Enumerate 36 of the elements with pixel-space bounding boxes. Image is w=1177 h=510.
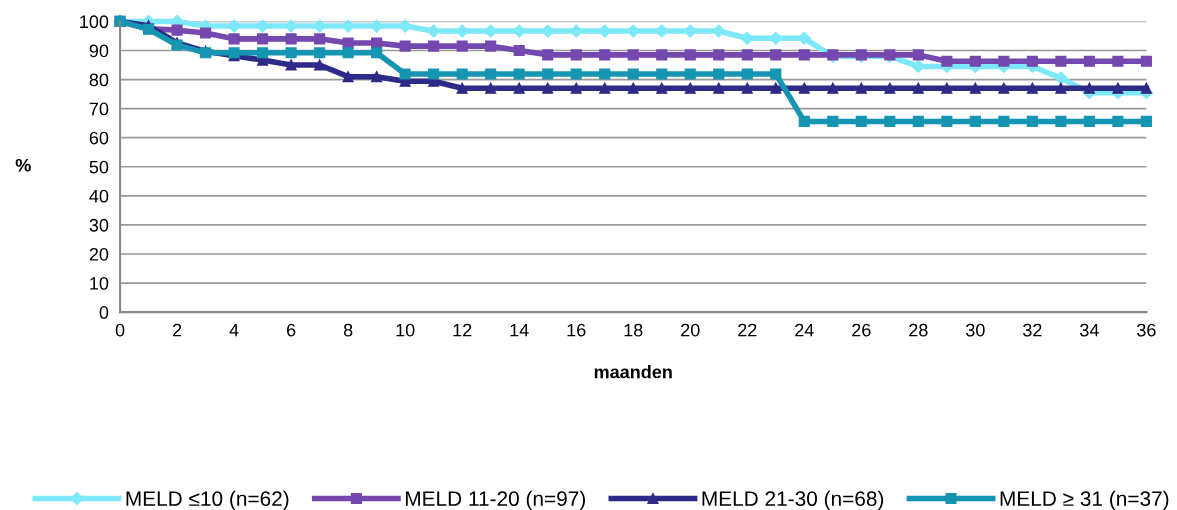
y-tick-label: 10 <box>90 276 109 290</box>
x-tick-label: 4 <box>229 323 239 337</box>
x-tick-label: 10 <box>396 323 415 337</box>
y-tick-label: 80 <box>89 73 109 87</box>
x-tick-label: 20 <box>681 323 700 337</box>
x-tick-label: 26 <box>852 323 871 337</box>
x-tick-label: 16 <box>567 323 586 337</box>
x-tick-label: 2 <box>172 323 182 337</box>
y-axis-title: % <box>15 158 31 172</box>
y-tick-label: 90 <box>89 44 109 58</box>
y-tick-label: 50 <box>89 160 109 174</box>
y-tick-label: 0 <box>99 306 109 319</box>
legend-label: MELD ≤10 (n=62) <box>126 490 289 510</box>
x-tick-label: 8 <box>343 323 353 337</box>
y-tick-label: 100 <box>80 15 109 29</box>
x-tick-label: 18 <box>624 323 643 337</box>
y-tick-label: 40 <box>89 189 109 203</box>
x-tick-label: 14 <box>510 323 529 337</box>
x-tick-label: 34 <box>1080 323 1099 337</box>
legend-label: MELD 11-20 (n=97) <box>405 490 585 510</box>
x-tick-label: 22 <box>738 323 757 337</box>
x-axis-title: maanden <box>594 365 672 379</box>
x-tick-label: 28 <box>909 323 928 337</box>
y-tick-label: 20 <box>89 247 109 261</box>
y-tick-label: 60 <box>89 131 109 145</box>
x-tick-label: 36 <box>1137 323 1156 337</box>
legend-label: MELD ≥ 31 (n=37) <box>1000 490 1169 510</box>
x-tick-label: 12 <box>453 323 472 337</box>
x-tick-label: 30 <box>965 323 985 337</box>
y-tick-label: 70 <box>89 102 109 116</box>
x-tick-label: 32 <box>1023 323 1042 337</box>
x-tick-label: 6 <box>287 323 296 337</box>
y-tick-label: 30 <box>89 218 109 232</box>
legend-label: MELD 21-30 (n=68) <box>702 490 884 510</box>
x-tick-label: 24 <box>795 323 814 337</box>
x-tick-label: 0 <box>115 323 125 337</box>
